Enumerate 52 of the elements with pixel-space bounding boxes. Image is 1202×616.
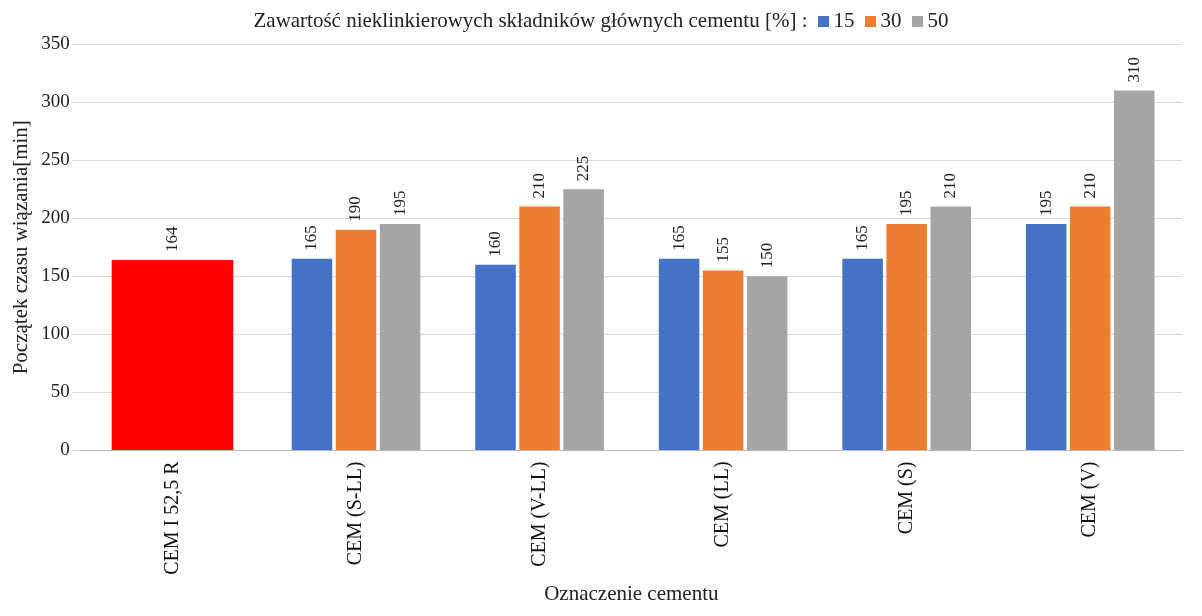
bar [1069,206,1111,450]
bar [291,258,333,450]
bar [842,258,883,450]
bar [746,276,788,450]
y-tick-label: 250 [41,148,70,170]
data-label: 150 [756,242,776,269]
y-tick-label: 300 [41,90,70,112]
y-tick-label: 200 [41,206,70,228]
bar [702,270,744,450]
x-tick-label: CEM I 52,5 R [159,460,182,575]
data-label: 155 [712,236,732,263]
data-label: 190 [345,196,365,222]
bar [1114,90,1155,450]
legend-label: 50 [927,8,949,32]
bar [658,258,700,450]
x-tick-label: CEM (S) [893,461,917,535]
data-label: 195 [389,190,409,216]
legend-title: Zawartość nieklinkierowych składników głównych cementu [%] : [253,8,808,32]
y-axis-title: Początek czasu wiązania[min] [8,120,33,375]
bar [519,206,560,450]
data-label: 310 [1123,56,1143,83]
data-label: 210 [940,173,960,199]
data-label: 165 [852,225,872,251]
y-tick-label: 0 [60,438,70,460]
data-label: 160 [484,231,504,257]
bar [886,224,927,450]
data-label: 165 [668,225,688,251]
bar [930,206,971,450]
bar [475,264,516,450]
bar [111,260,234,450]
y-tick-label: 150 [41,264,70,286]
legend-label: 15 [833,8,855,32]
x-tick-label: CEM (V-LL) [526,461,550,567]
y-tick-label: 50 [50,380,70,402]
y-tick-label: 350 [41,31,70,53]
data-label: 210 [1079,173,1099,199]
data-label: 210 [529,173,549,199]
bar [335,229,377,450]
bar [379,224,421,450]
x-axis-title: Oznaczenie cementu [544,580,719,605]
data-label: 195 [896,190,916,216]
bar [563,189,604,450]
data-label: 195 [1035,190,1055,216]
data-label: 164 [161,226,181,252]
x-tick-label: CEM (V) [1077,461,1101,538]
data-label: 225 [573,155,593,182]
data-label: 165 [301,225,321,251]
bar [1025,224,1067,450]
x-tick-label: CEM (S-LL) [343,461,367,566]
legend-label: 30 [880,8,902,32]
x-tick-label: CEM (LL) [710,461,734,548]
y-tick-label: 100 [41,322,70,344]
